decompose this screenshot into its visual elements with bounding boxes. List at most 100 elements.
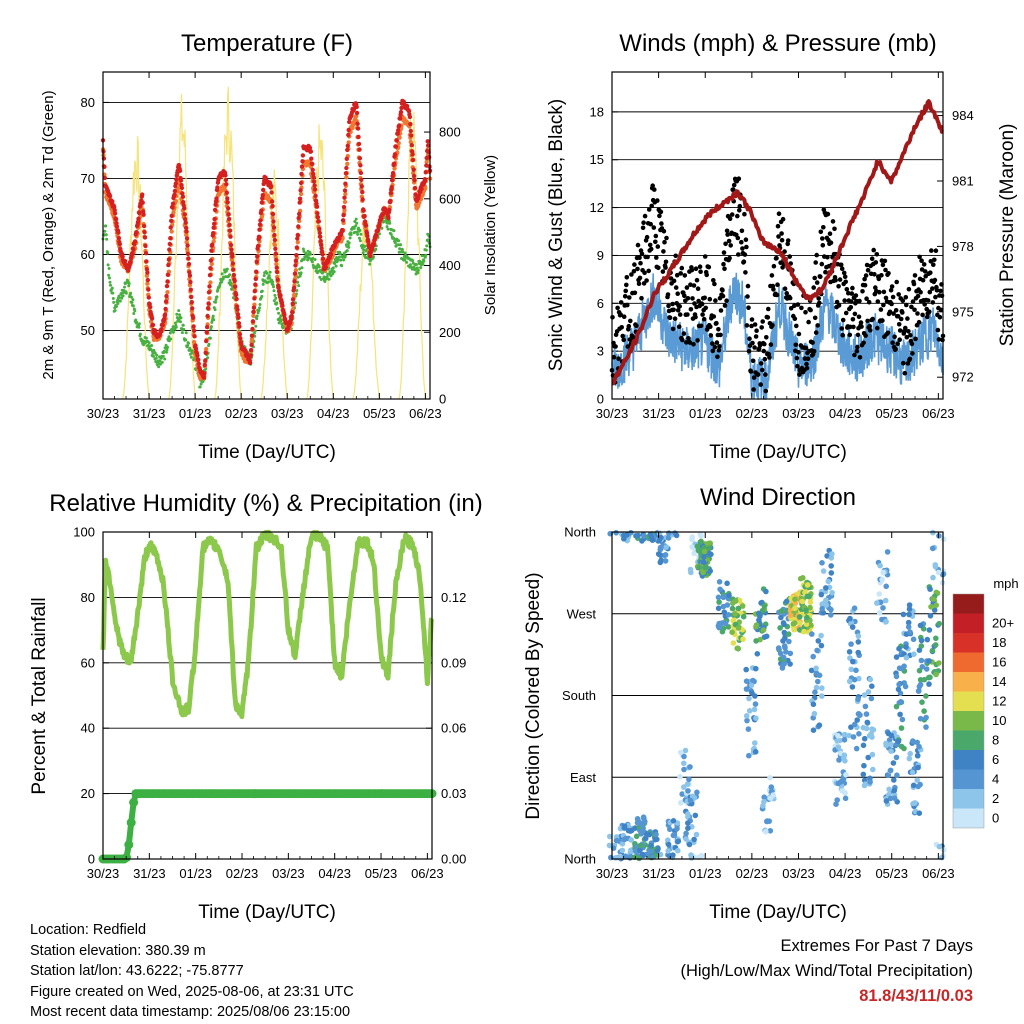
direction-dot (777, 625, 783, 631)
temp2m-dot (185, 243, 190, 248)
gust-dot (736, 176, 742, 181)
gust-dot (737, 203, 743, 209)
temp2m-dot (390, 178, 395, 183)
gust-dot (775, 223, 781, 229)
gust-dot (671, 278, 677, 284)
dewpoint-dot (137, 325, 141, 329)
gust-dot (892, 334, 897, 340)
direction-xtick-label: 05/23 (875, 866, 908, 881)
gust-dot (815, 323, 820, 328)
direction-dot (818, 591, 825, 598)
direction-dot (628, 837, 634, 843)
gust-dot (843, 279, 848, 285)
temp9m-dot (346, 140, 351, 145)
dewpoint-dot (179, 316, 183, 320)
direction-dot (856, 731, 862, 737)
gust-dot (651, 225, 657, 230)
direction-dot (834, 797, 840, 803)
dewpoint-dot (416, 268, 420, 272)
gust-dot (855, 344, 860, 350)
dewpoint-dot (339, 258, 343, 262)
direction-dot (938, 854, 945, 861)
gust-dot (812, 275, 817, 281)
latlon-text: Station lat/lon: 43.6222; -75.8777 (30, 963, 244, 979)
dewpoint-dot (180, 331, 184, 335)
direction-dot (780, 662, 786, 668)
gust-dot (820, 236, 825, 241)
dewpoint-dot (300, 266, 304, 270)
direction-dot (677, 773, 683, 780)
direction-dot (883, 798, 890, 804)
dewpoint-dot (214, 298, 218, 301)
gust-dot (707, 296, 713, 302)
direction-dot (855, 696, 861, 702)
temp2m-dot (289, 313, 294, 319)
temp2m-dot (274, 265, 279, 270)
temp2m-dot (215, 185, 220, 190)
gust-dot (718, 308, 724, 313)
direction-dot (936, 660, 942, 666)
wind-xtick-label: 05/23 (875, 406, 908, 421)
gust-dot (675, 291, 680, 297)
temp2m-dot (300, 153, 306, 158)
gust-dot (877, 289, 882, 295)
gust-dot (813, 330, 819, 335)
gust-dot (852, 352, 857, 358)
gust-dot (929, 248, 934, 253)
gust-dot (721, 250, 727, 255)
gust-dot (917, 254, 922, 260)
gust-dot (759, 325, 764, 330)
dewpoint-dot (374, 247, 378, 251)
gust-dot (883, 267, 888, 273)
direction-dot (730, 600, 736, 606)
direction-dot (852, 721, 858, 728)
direction-dot (606, 842, 613, 849)
gust-dot (864, 262, 870, 268)
gust-dot (804, 361, 809, 367)
direction-dot (927, 586, 933, 592)
dewpoint-dot (257, 308, 261, 312)
temp2m-dot (235, 312, 241, 317)
gust-dot (714, 340, 720, 345)
temp2m-dot (311, 171, 316, 177)
gust-dot (909, 341, 915, 347)
gust-dot (751, 387, 756, 392)
direction-dot (791, 626, 797, 633)
direction-dot (624, 532, 630, 538)
direction-dot (687, 566, 694, 573)
dewpoint-dot (265, 271, 269, 275)
temp2m-dot (253, 276, 258, 282)
gust-dot (687, 340, 693, 345)
dewpoint-dot (207, 342, 211, 346)
temp2m-dot (213, 202, 218, 207)
legend-swatch (953, 613, 984, 633)
direction-dot (917, 622, 924, 629)
gust-dot (812, 315, 818, 321)
dewpoint-dot (357, 226, 360, 230)
insolation-y2tick-label: 600 (439, 191, 461, 206)
direction-dot (868, 695, 875, 702)
temp2m-dot (150, 322, 156, 328)
direction-dot (760, 627, 767, 633)
pressure-y2tick-label: 972 (952, 370, 974, 385)
direction-dot (820, 568, 827, 574)
temp9m-dot (397, 135, 402, 140)
direction-dot (735, 645, 741, 652)
temp2m-dot (191, 324, 196, 329)
dewpoint-dot (268, 276, 272, 280)
direction-dot (819, 685, 825, 691)
dewpoint-dot (299, 271, 303, 275)
direction-dot (910, 636, 917, 643)
temp2m-dot (409, 143, 414, 148)
direction-dot (916, 743, 922, 750)
gust-dot (848, 305, 854, 310)
gust-dot (700, 312, 705, 317)
temp2m-dot (225, 200, 230, 205)
gust-dot (741, 259, 747, 265)
direction-dot (834, 738, 841, 744)
direction-xtick-label: 31/23 (642, 866, 675, 881)
temp2m-dot (234, 304, 240, 309)
gust-dot (785, 241, 790, 247)
direction-dot (905, 619, 912, 626)
dewpoint-dot (358, 236, 361, 240)
